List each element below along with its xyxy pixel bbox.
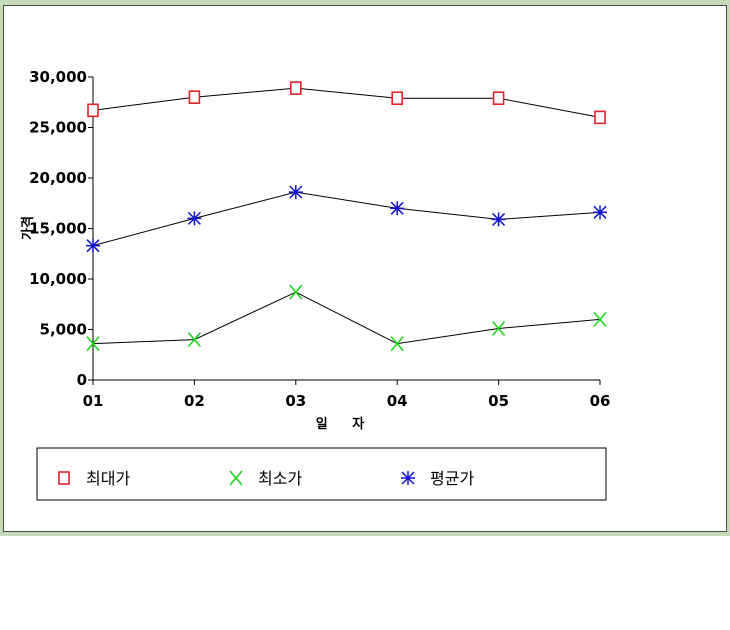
data-point <box>289 284 303 300</box>
data-point-shape <box>87 103 99 118</box>
legend-box <box>36 447 607 501</box>
legend-label: 평균가 <box>430 469 474 488</box>
chart-window <box>0 0 730 536</box>
data-point <box>390 201 405 216</box>
legend-marker <box>229 470 243 486</box>
x-tick-label: 05 <box>488 392 509 410</box>
legend-label: 최대가 <box>86 469 130 488</box>
data-point <box>288 185 303 200</box>
y-axis-label: 가격 <box>21 216 36 240</box>
x-tick-label: 04 <box>387 392 408 410</box>
legend-marker-stroke <box>229 470 243 486</box>
data-point <box>593 205 607 220</box>
series-line-2 <box>92 291 601 345</box>
data-point-shape <box>289 81 302 95</box>
data-point <box>491 320 506 337</box>
legend: 최대가 최소가 평균가 <box>36 447 607 501</box>
data-point <box>491 212 506 227</box>
y-tick-label: 15,000 <box>29 220 87 238</box>
data-point <box>289 81 302 95</box>
data-point-shape <box>492 91 505 106</box>
series-line-3 <box>92 191 601 247</box>
x-tick-label: 06 <box>590 392 611 410</box>
y-tick-label: 10,000 <box>29 270 87 288</box>
data-point-stroke <box>86 336 100 352</box>
data-point-stroke <box>491 320 506 337</box>
y-tick-label: 0 <box>77 371 87 389</box>
x-tick-labels: 01 02 03 04 05 06 <box>83 392 611 410</box>
data-point-stroke <box>390 336 404 352</box>
series-line-1 <box>92 87 601 118</box>
data-point <box>87 103 99 118</box>
x-axis-label: 일 자 <box>316 417 374 432</box>
data-point <box>86 238 100 253</box>
data-point <box>187 332 202 348</box>
legend-label: 최소가 <box>258 469 302 488</box>
x-tick-label: 03 <box>285 392 306 410</box>
legend-marker-shape <box>58 471 70 485</box>
y-tick-label: 5,000 <box>40 321 87 339</box>
plot-area <box>86 81 607 352</box>
data-point-shape <box>391 91 404 106</box>
data-point-stroke <box>593 311 607 327</box>
data-point <box>391 91 404 106</box>
x-tick-label: 02 <box>184 392 205 410</box>
data-point <box>594 110 606 125</box>
x-tick-label: 01 <box>83 392 104 410</box>
data-point <box>593 311 607 327</box>
data-point-shape <box>594 110 606 125</box>
data-point-stroke <box>289 284 303 300</box>
y-tick-labels: 0 5,000 10,000 15,000 20,000 25,000 30,000 <box>29 68 87 389</box>
data-point-stroke <box>187 332 202 348</box>
legend-marker <box>401 471 415 485</box>
data-point <box>86 336 100 352</box>
legend-marker <box>58 471 70 485</box>
axes <box>88 76 601 385</box>
data-point <box>390 336 404 352</box>
data-point <box>492 91 505 106</box>
data-point <box>187 211 202 226</box>
data-point-shape <box>188 90 201 104</box>
y-tick-label: 20,000 <box>29 169 87 187</box>
data-point <box>188 90 201 104</box>
chart-panel <box>3 5 727 532</box>
y-tick-label: 30,000 <box>29 68 87 86</box>
y-tick-label: 25,000 <box>29 119 87 137</box>
